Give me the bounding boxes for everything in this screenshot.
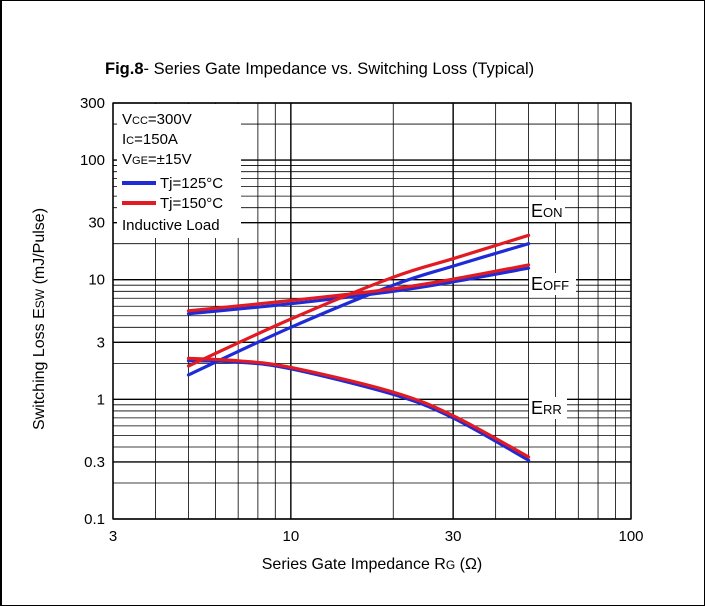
series-lines bbox=[186, 233, 531, 462]
y-tick-label: 300 bbox=[80, 95, 105, 112]
y-tick-label: 100 bbox=[80, 152, 105, 169]
chart-title-figure-number: Fig.8 bbox=[105, 60, 144, 78]
curve-label-background bbox=[529, 397, 567, 419]
curve-label-symbol: E bbox=[531, 398, 543, 418]
condition-subscript: GE bbox=[132, 155, 148, 167]
series-line-eon-150c bbox=[186, 233, 531, 368]
condition-subscript: C bbox=[126, 135, 134, 147]
condition-line: VGE=±15V bbox=[122, 151, 192, 168]
condition-value: =300V bbox=[148, 111, 192, 128]
curve-label-subscript: OFF bbox=[543, 278, 569, 293]
condition-symbol: V bbox=[122, 111, 132, 128]
curve-label-err: ERR bbox=[531, 398, 562, 418]
curve-label-symbol: E bbox=[531, 201, 543, 221]
curve-label-background bbox=[529, 200, 565, 222]
curve-label-eon: EON bbox=[531, 201, 563, 221]
condition-subscript: CC bbox=[132, 115, 148, 127]
x-axis-label-main: Series Gate Impedance R bbox=[262, 556, 446, 573]
legend-background bbox=[117, 104, 241, 238]
x-tick-label: 10 bbox=[283, 528, 300, 545]
condition-line: VCC=300V bbox=[122, 111, 192, 128]
chart-title-text: - Series Gate Impedance vs. Switching Lo… bbox=[144, 60, 535, 78]
curve-label-background bbox=[529, 273, 576, 295]
chart-title: Fig.8- Series Gate Impedance vs. Switchi… bbox=[105, 60, 534, 78]
curve-label-subscript: ON bbox=[543, 205, 563, 220]
condition-value: =150A bbox=[134, 131, 178, 148]
series-line-eoff-125c bbox=[186, 266, 531, 316]
condition-symbol: I bbox=[122, 131, 126, 148]
series-line-err-125c bbox=[186, 359, 531, 462]
curve-label-subscript: RR bbox=[543, 402, 562, 417]
series-line-err-150c bbox=[186, 356, 531, 459]
x-axis-label: Series Gate Impedance RG (Ω) bbox=[262, 556, 483, 573]
x-axis-label-unit: (Ω) bbox=[455, 556, 482, 573]
y-axis-label-sub: SW bbox=[33, 288, 47, 308]
y-tick-label: 1 bbox=[97, 391, 105, 408]
x-axis-label-sub: G bbox=[446, 558, 455, 572]
legend: Tj=125°C Tj=150°C bbox=[122, 175, 223, 212]
condition-value: =±15V bbox=[148, 151, 192, 168]
condition-symbol: V bbox=[122, 151, 132, 168]
load-note: Inductive Load bbox=[122, 217, 220, 234]
y-tick-label: 30 bbox=[88, 215, 105, 232]
legend-label: Tj=125°C bbox=[160, 175, 223, 192]
x-tick-label: 30 bbox=[445, 528, 462, 545]
y-tick-label: 0.1 bbox=[84, 511, 105, 528]
x-tick-labels: 3 10 30 100 bbox=[109, 528, 644, 545]
curve-label-eoff: EOFF bbox=[531, 274, 569, 294]
condition-line: IC=150A bbox=[122, 131, 178, 148]
x-tick-label: 3 bbox=[109, 528, 117, 545]
curve-label-symbol: E bbox=[531, 274, 543, 294]
legend-label: Tj=150°C bbox=[160, 195, 223, 212]
x-tick-label: 100 bbox=[618, 528, 643, 545]
y-tick-label: 10 bbox=[88, 272, 105, 289]
y-tick-label: 0.3 bbox=[84, 454, 105, 471]
series-line-eoff-150c bbox=[186, 263, 531, 313]
y-tick-label: 3 bbox=[97, 334, 105, 351]
y-axis-label-unit: (mJ/Pulse) bbox=[31, 208, 48, 289]
y-axis-label-main: Switching Loss E bbox=[31, 308, 48, 430]
plot-border bbox=[112, 102, 632, 520]
y-tick-labels: 0.1 0.3 1 3 10 30 100 300 bbox=[80, 95, 105, 528]
y-axis-label: Switching Loss ESW (mJ/Pulse) bbox=[31, 208, 48, 430]
